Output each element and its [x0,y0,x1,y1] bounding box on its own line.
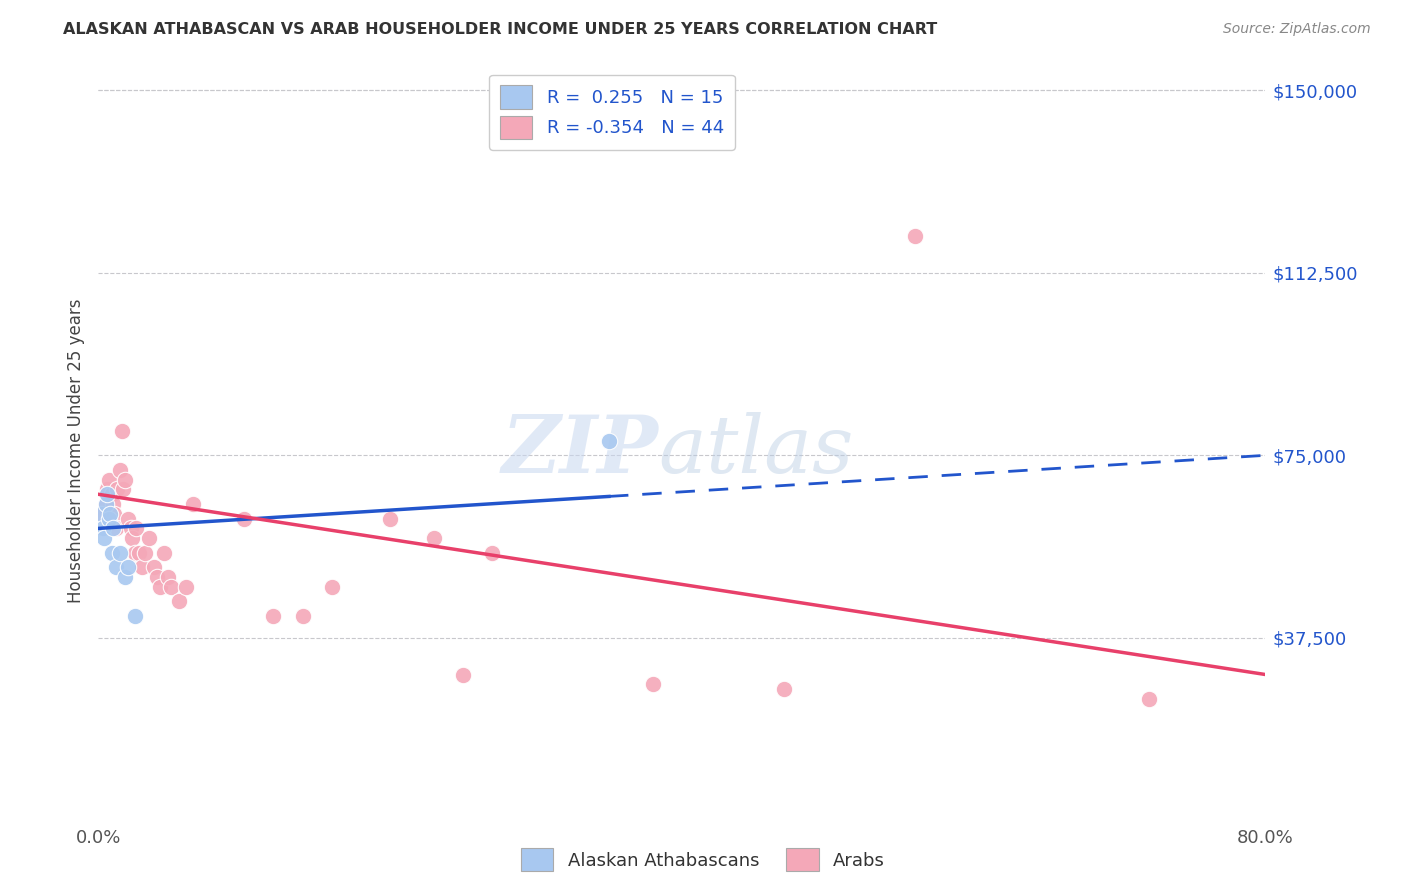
Point [97,473,120,487]
Point [125,521,148,535]
Point [96,487,118,501]
Point [103,507,125,521]
Point [110,546,132,560]
Point [641,677,664,691]
Point [423,531,446,545]
Point [146,570,169,584]
Legend: Alaskan Athabascans, Arabs: Alaskan Athabascans, Arabs [513,841,893,879]
Point [117,511,139,525]
Point [101,497,124,511]
Point [90,507,112,521]
Point [101,521,124,535]
Point [128,546,150,560]
Point [114,473,136,487]
Point [181,497,204,511]
Point [481,546,503,560]
Point [124,609,146,624]
Point [105,483,128,497]
Point [904,229,927,244]
Point [98,507,121,521]
Point [598,434,620,448]
Point [120,521,142,535]
Point [451,667,474,681]
Point [104,521,127,535]
Point [233,511,256,525]
Point [131,560,153,574]
Point [94,497,117,511]
Point [117,560,139,574]
Point [149,580,172,594]
Point [321,580,343,594]
Point [124,546,146,560]
Point [121,531,143,545]
Point [96,483,118,497]
Point [100,487,122,501]
Point [114,570,136,584]
Text: Source: ZipAtlas.com: Source: ZipAtlas.com [1223,22,1371,37]
Point [138,531,160,545]
Point [167,594,190,608]
Point [153,546,176,560]
Point [111,424,134,438]
Point [1137,691,1160,706]
Point [91,507,114,521]
Point [142,560,165,574]
Point [174,580,197,594]
Point [134,546,156,560]
Point [104,560,127,574]
Point [94,497,117,511]
Point [380,511,402,525]
Legend: R =  0.255   N = 15, R = -0.354   N = 44: R = 0.255 N = 15, R = -0.354 N = 44 [489,75,735,150]
Point [91,521,114,535]
Point [110,463,132,477]
Point [93,531,115,545]
Point [262,609,284,624]
Text: atlas: atlas [658,412,853,489]
Point [97,511,120,525]
Point [98,507,121,521]
Text: ZIP: ZIP [502,412,658,489]
Point [100,546,122,560]
Text: ALASKAN ATHABASCAN VS ARAB HOUSEHOLDER INCOME UNDER 25 YEARS CORRELATION CHART: ALASKAN ATHABASCAN VS ARAB HOUSEHOLDER I… [63,22,938,37]
Point [157,570,180,584]
Point [112,483,135,497]
Point [773,682,796,697]
Y-axis label: Householder Income Under 25 years: Householder Income Under 25 years [66,298,84,603]
Point [291,609,314,624]
Point [160,580,183,594]
